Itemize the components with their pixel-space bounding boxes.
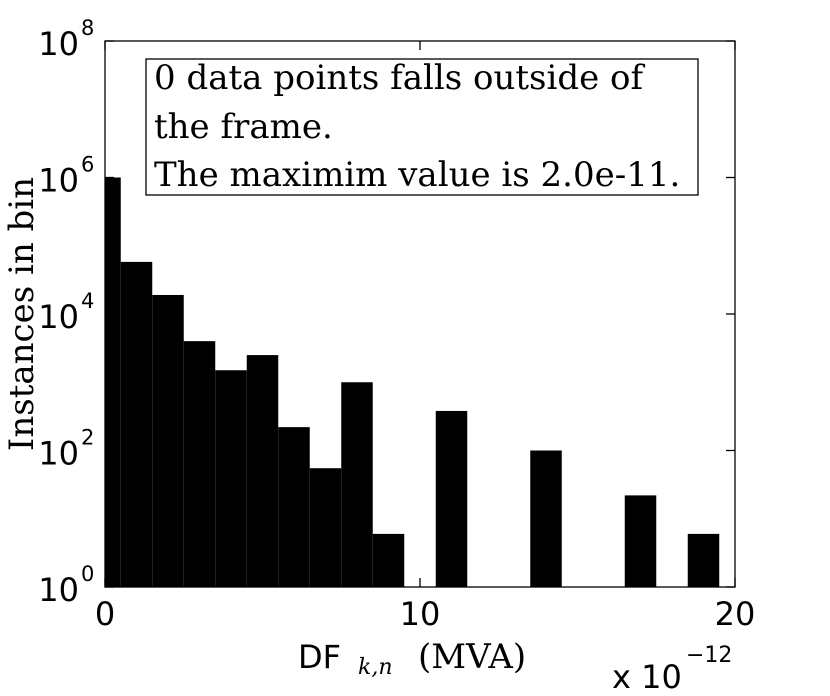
x-axis-label-prefix: DF <box>298 638 341 676</box>
histogram-bar-0 <box>105 177 121 587</box>
x-axis-multiplier: x 10 −12 <box>612 643 732 696</box>
ticks-group <box>104 40 736 588</box>
annotation-line-2: the frame. <box>154 107 333 147</box>
y-tick-label-base-1: 10 <box>38 435 79 473</box>
histogram-bar-13 <box>687 533 720 587</box>
histogram-bar-5 <box>246 355 279 587</box>
x-multiplier-base: x 10 <box>612 658 682 696</box>
histogram-bar-6 <box>278 427 310 587</box>
y-tick-label-exponent-4: 8 <box>81 16 94 40</box>
y-tick-label-exponent-3: 6 <box>81 153 94 177</box>
histogram-bar-7 <box>309 468 342 587</box>
histogram-bar-10 <box>435 410 468 587</box>
bars-group <box>105 177 720 587</box>
y-tick-label-0: 10 0 <box>38 562 94 609</box>
x-tick-label-0: 0 <box>95 595 115 633</box>
histogram-bar-2 <box>152 294 184 587</box>
annotation-frame <box>145 58 699 196</box>
y-axis-label: Instances in bin <box>2 177 42 451</box>
y-tick-label-exponent-1: 2 <box>81 426 94 450</box>
annotation-box: 0 data points falls outside of the frame… <box>145 58 699 196</box>
histogram-bar-12 <box>624 495 657 587</box>
x-axis-label-suffix: (MVA) <box>418 637 526 677</box>
y-tick-label-base-4: 10 <box>38 25 79 63</box>
histogram-bar-9 <box>372 533 405 587</box>
x-multiplier-exponent: −12 <box>686 643 732 668</box>
y-tick-label-2: 10 4 <box>38 289 94 336</box>
histogram-bar-8 <box>341 382 373 587</box>
x-axis-label-subscript: k,n <box>358 655 393 680</box>
y-tick-label-3: 10 6 <box>38 153 94 200</box>
y-tick-label-1: 10 2 <box>38 426 94 473</box>
y-tick-label-base-0: 10 <box>38 571 79 609</box>
y-tick-label-exponent-2: 4 <box>81 289 94 313</box>
histogram-bar-11 <box>530 450 562 587</box>
x-tick-label-2: 20 <box>715 595 756 633</box>
y-tick-label-exponent-0: 0 <box>81 562 94 586</box>
histogram-bar-1 <box>120 261 153 587</box>
histogram-bar-4 <box>215 370 247 587</box>
y-tick-label-base-2: 10 <box>38 298 79 336</box>
annotation-line-3: The maximim value is 2.0e-11. <box>154 155 680 195</box>
histogram-bar-3 <box>183 341 216 587</box>
annotation-line-1: 0 data points falls outside of <box>154 58 646 98</box>
x-axis-label: DF k,n (MVA) <box>298 637 526 680</box>
x-tick-label-1: 10 <box>400 595 441 633</box>
y-tick-label-base-3: 10 <box>38 162 79 200</box>
y-tick-label-4: 10 8 <box>38 16 94 63</box>
